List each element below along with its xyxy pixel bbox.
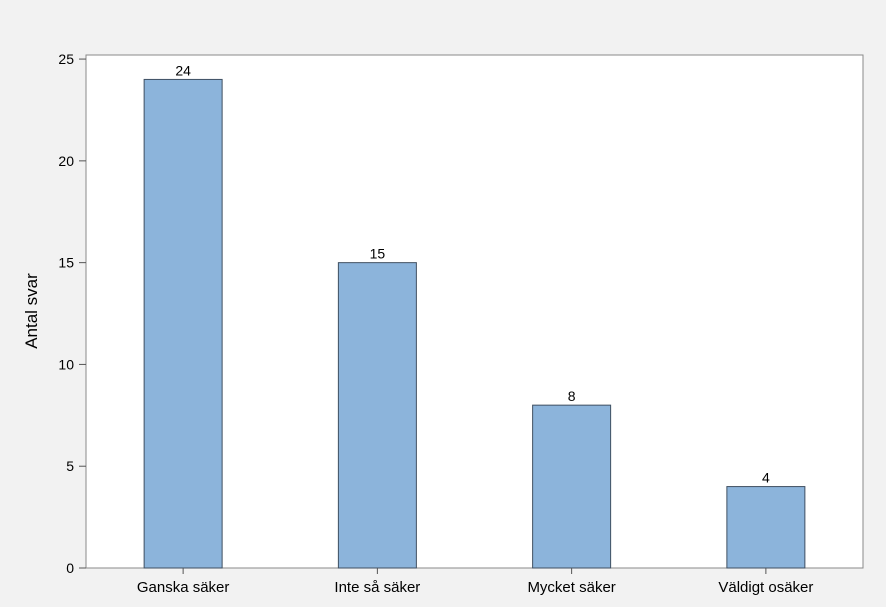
value-label: 24 — [175, 62, 191, 78]
bars — [143, 78, 806, 569]
bar — [532, 404, 612, 569]
x-tick-label: Väldigt osäker — [718, 579, 813, 596]
value-label: 15 — [370, 246, 386, 262]
value-label: 4 — [762, 470, 770, 486]
bar — [143, 78, 223, 569]
bar — [726, 486, 806, 569]
y-tick-label: 0 — [66, 560, 74, 576]
y-tick-label: 20 — [58, 153, 74, 169]
x-tick-label: Ganska säker — [137, 579, 230, 596]
y-tick-label: 5 — [66, 458, 74, 474]
y-axis-label: Antal svar — [22, 273, 41, 349]
x-tick-label: Mycket säker — [527, 579, 615, 596]
value-labels: 24 15 8 4 — [175, 62, 770, 485]
y-tick-label: 25 — [58, 51, 74, 67]
y-axis: 0 5 10 15 20 25 — [58, 51, 86, 576]
y-tick-label: 15 — [58, 255, 74, 271]
bar — [337, 262, 417, 569]
y-tick-label: 10 — [58, 356, 74, 372]
x-tick-label: Inte så säker — [334, 579, 420, 596]
x-axis: Ganska säker Inte så säker Mycket säker Väl… — [137, 568, 813, 596]
value-label: 8 — [568, 388, 576, 404]
